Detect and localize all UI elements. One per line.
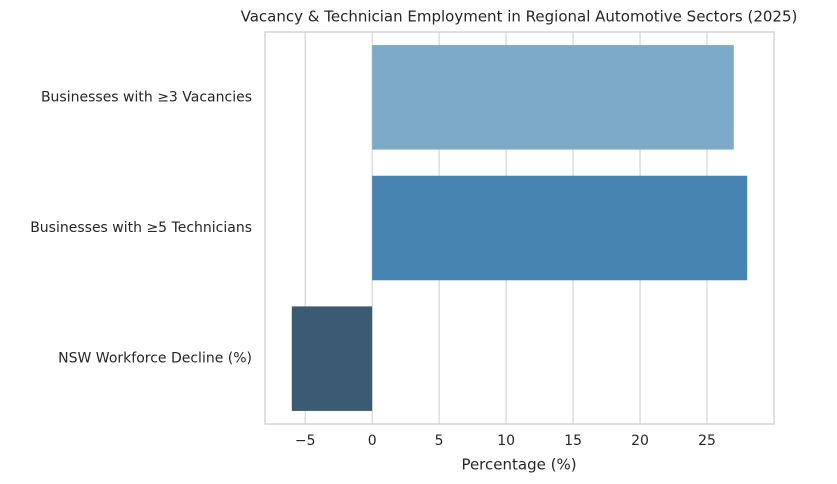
bar <box>291 306 373 411</box>
y-tick-label: Businesses with ≥3 Vacancies <box>41 89 252 105</box>
plot-border <box>264 31 775 425</box>
y-tick-label: Businesses with ≥5 Technicians <box>30 220 252 236</box>
x-axis-label: Percentage (%) <box>461 456 576 474</box>
y-tick-label: NSW Workforce Decline (%) <box>58 351 252 367</box>
x-tick-label: 25 <box>698 433 716 449</box>
x-tick-label: 20 <box>631 433 649 449</box>
x-tick-label: 15 <box>564 433 582 449</box>
bar <box>372 45 734 150</box>
bar <box>372 175 748 281</box>
x-tick-label: −5 <box>295 433 316 449</box>
x-tick-label: 0 <box>368 433 377 449</box>
x-tick-label: 5 <box>435 433 444 449</box>
chart-title: Vacancy & Technician Employment in Regio… <box>241 8 798 26</box>
x-tick-label: 10 <box>497 433 515 449</box>
